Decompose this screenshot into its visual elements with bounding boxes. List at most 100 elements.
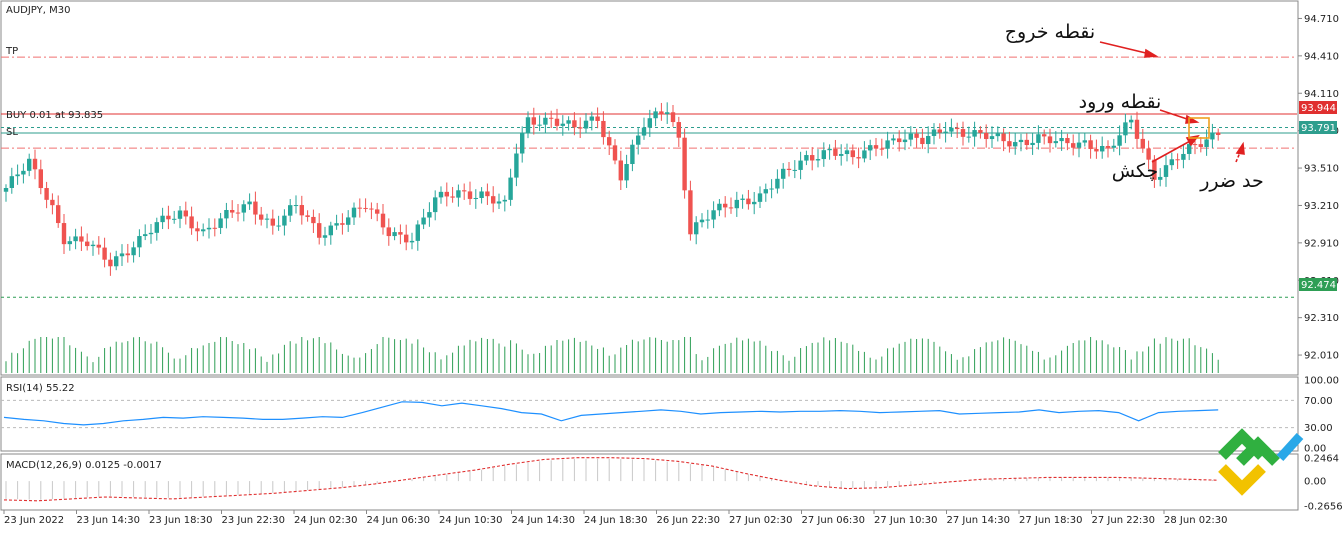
candle-body xyxy=(879,148,884,150)
price-tick-label: 93.210 xyxy=(1304,201,1339,212)
candle-body xyxy=(757,193,763,202)
stoploss-arrowhead xyxy=(1235,141,1245,155)
exit-arrowhead xyxy=(1144,48,1159,58)
candle-body xyxy=(670,112,676,123)
candle-body xyxy=(833,148,838,156)
candle-body xyxy=(949,127,954,132)
symbol-label: AUDJPY, M30 xyxy=(6,5,70,16)
candle-body xyxy=(723,203,728,208)
candle-body xyxy=(1134,119,1140,139)
candle-body xyxy=(462,190,467,192)
rsi-tick-label: 70.00 xyxy=(1304,396,1333,407)
candle-body xyxy=(1094,148,1099,152)
price-panel-frame xyxy=(0,0,1299,376)
candle-body xyxy=(1071,143,1076,148)
candle-body xyxy=(641,127,647,136)
candle-body xyxy=(607,137,612,146)
candle-body xyxy=(694,222,699,235)
candle-body xyxy=(90,244,96,247)
candle-body xyxy=(746,198,751,205)
candle-body xyxy=(450,196,455,198)
candle-body xyxy=(1158,176,1163,180)
candle-body xyxy=(322,235,328,238)
candle-body xyxy=(1036,134,1041,143)
candle-body xyxy=(1111,145,1116,148)
candle-body xyxy=(1007,141,1012,147)
candle-body xyxy=(775,178,780,189)
candle-body xyxy=(960,129,966,137)
candle-body xyxy=(844,150,850,155)
candle-body xyxy=(636,135,641,145)
rsi-tick-label: 0.00 xyxy=(1304,444,1326,455)
candle-body xyxy=(108,259,113,267)
candle-body xyxy=(885,140,890,149)
time-tick-label: 27 Jun 06:30 xyxy=(802,515,866,526)
candle-body xyxy=(908,133,913,140)
candle-body xyxy=(195,228,200,232)
candle-body xyxy=(235,212,241,214)
candle-body xyxy=(601,120,606,138)
candle-body xyxy=(1181,153,1186,160)
candle-body xyxy=(920,137,925,145)
candle-body xyxy=(1140,138,1145,149)
candle-body xyxy=(363,207,368,209)
candle-body xyxy=(427,212,432,218)
candle-body xyxy=(1001,133,1006,142)
candle-body xyxy=(247,201,252,205)
candle-body xyxy=(728,207,734,209)
time-tick-label: 24 Jun 14:30 xyxy=(512,515,576,526)
candle-body xyxy=(386,227,391,237)
candle-body xyxy=(172,218,177,220)
candle-body xyxy=(137,236,142,248)
candle-body xyxy=(792,169,797,171)
macd-tick-label: 0.00 xyxy=(1304,477,1326,488)
candle-body xyxy=(293,205,299,207)
candle-body xyxy=(212,227,217,229)
candle-body xyxy=(259,214,264,220)
candle-body xyxy=(781,168,786,179)
time-tick-label: 24 Jun 02:30 xyxy=(294,515,358,526)
candle-body xyxy=(984,132,989,140)
candle-body xyxy=(688,190,693,235)
hammer-arrow xyxy=(1151,139,1193,163)
candle-body xyxy=(647,118,652,128)
candle-body xyxy=(531,117,536,125)
candle-body xyxy=(375,209,380,214)
candle-body xyxy=(114,256,119,267)
candle-body xyxy=(328,225,333,236)
candle-body xyxy=(1210,132,1215,140)
exit-arrow xyxy=(1099,41,1151,55)
candle-body xyxy=(467,191,473,199)
candle-body xyxy=(583,120,589,129)
entry-arrow xyxy=(1159,109,1191,121)
candle-body xyxy=(978,130,983,133)
candle-body xyxy=(415,224,420,241)
candle-body xyxy=(357,207,362,209)
candle-body xyxy=(264,218,270,220)
candle-body xyxy=(27,158,32,171)
candle-body xyxy=(61,223,67,245)
exit-point-annotation: نقطه خروج xyxy=(1005,21,1095,43)
candle-body xyxy=(369,208,374,210)
candle-body xyxy=(502,199,507,202)
candle-body xyxy=(398,232,403,235)
candle-body xyxy=(1216,132,1221,136)
time-tick-label: 27 Jun 22:30 xyxy=(1092,515,1156,526)
candle-body xyxy=(1123,122,1128,136)
candle-body xyxy=(1105,145,1111,148)
candle-body xyxy=(3,188,9,192)
time-tick-label: 24 Jun 10:30 xyxy=(439,515,503,526)
time-tick-label: 23 Jun 18:30 xyxy=(149,515,213,526)
candle-body xyxy=(288,205,293,216)
candle-body xyxy=(276,225,281,227)
candle-body xyxy=(15,174,20,177)
candle-body xyxy=(340,223,345,225)
candle-body xyxy=(630,144,635,165)
time-tick-label: 27 Jun 14:30 xyxy=(947,515,1011,526)
candle-body xyxy=(131,247,136,256)
hammer-highlight xyxy=(1188,117,1210,139)
macd-label: MACD(12,26,9) 0.0125 -0.0017 xyxy=(6,460,162,471)
candle-body xyxy=(659,111,664,115)
candle-body xyxy=(763,189,768,194)
candle-body xyxy=(1088,140,1093,149)
